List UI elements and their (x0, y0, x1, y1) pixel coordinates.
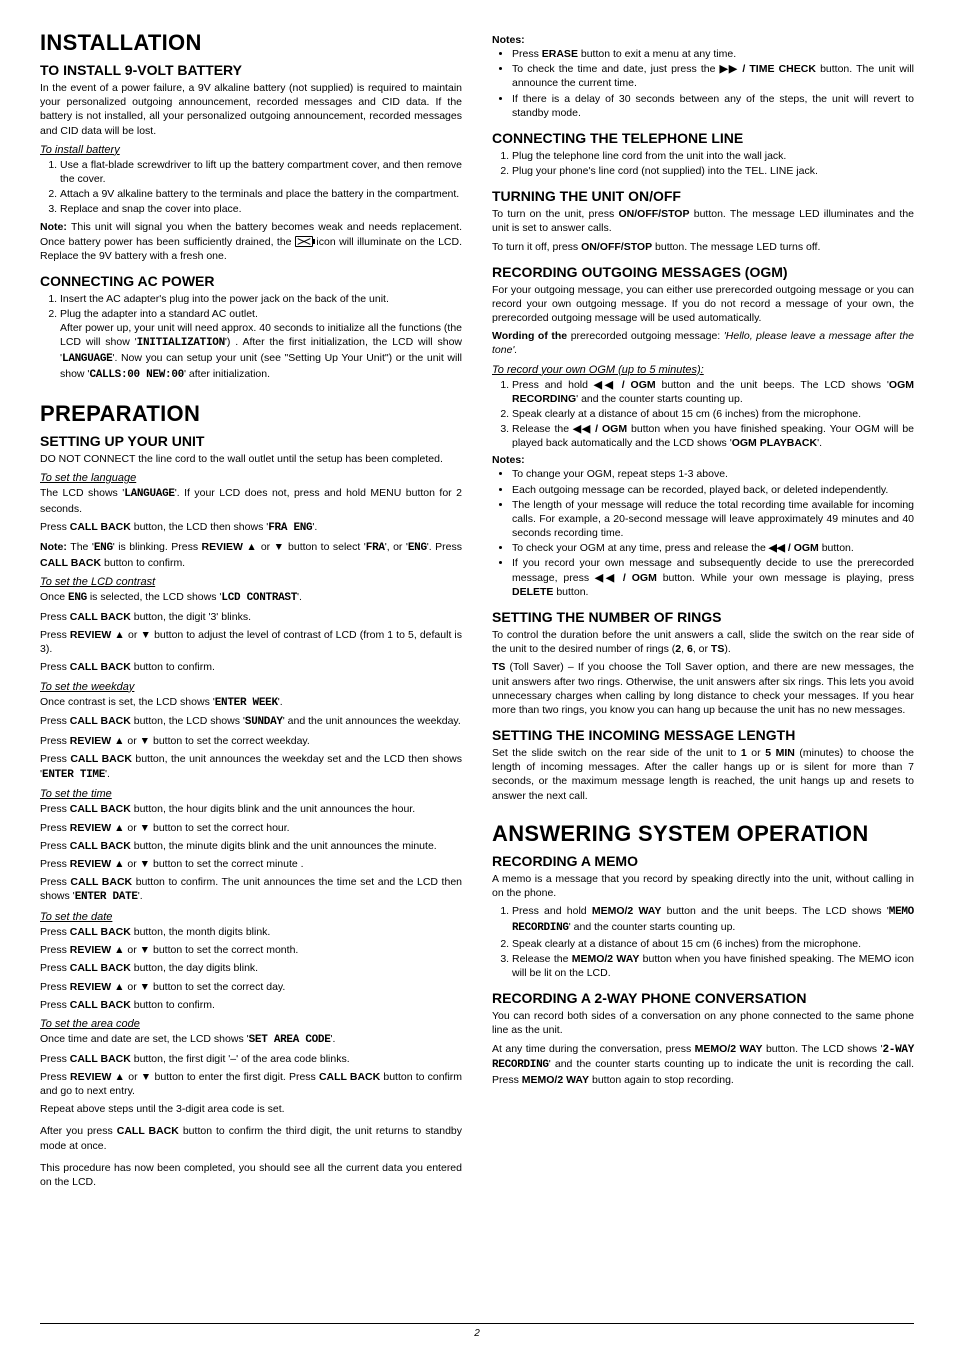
sub-area-code: To set the area code (40, 1018, 462, 1030)
sub-time: To set the time (40, 788, 462, 800)
list-item: Press and hold MEMO/2 WAY button and the… (512, 904, 914, 936)
list-item: Plug your phone's line cord (not supplie… (512, 164, 914, 178)
heading-battery: TO INSTALL 9-VOLT BATTERY (40, 62, 462, 78)
battery-steps: Use a flat-blade screwdriver to lift up … (40, 158, 462, 217)
heading-telephone-line: CONNECTING THE TELEPHONE LINE (492, 130, 914, 146)
heading-answering-system: ANSWERING SYSTEM OPERATION (492, 821, 914, 847)
list-item: Attach a 9V alkaline battery to the term… (60, 187, 462, 201)
page-footer: 2 (40, 1323, 914, 1339)
tm-p1: Press CALL BACK button, the hour digits … (40, 802, 462, 816)
heading-on-off: TURNING THE UNIT ON/OFF (492, 188, 914, 204)
ar-p6: This procedure has now been completed, y… (40, 1161, 462, 1189)
ar-p3: Press REVIEW ▲ or ▼ button to enter the … (40, 1070, 462, 1098)
lang-p1: The LCD shows 'LANGUAGE'. If your LCD do… (40, 486, 462, 516)
wk-p1: Once contrast is set, the LCD shows 'ENT… (40, 695, 462, 711)
heading-ac-power: CONNECTING AC POWER (40, 273, 462, 289)
notes-list: Press ERASE button to exit a menu at any… (492, 47, 914, 120)
2way-p2: At any time during the conversation, pre… (492, 1042, 914, 1088)
dt-p3: Press CALL BACK button, the day digits b… (40, 961, 462, 975)
list-item: Speak clearly at a distance of about 15 … (512, 407, 914, 421)
sub-weekday: To set the weekday (40, 681, 462, 693)
list-item: Insert the AC adapter's plug into the po… (60, 292, 462, 306)
dt-p4: Press REVIEW ▲ or ▼ button to set the co… (40, 980, 462, 994)
ring-p2: TS (Toll Saver) – If you choose the Toll… (492, 660, 914, 717)
onoff-p2: To turn it off, press ON/OFF/STOP button… (492, 240, 914, 254)
sub-ogm-record: To record your own OGM (up to 5 minutes)… (492, 364, 914, 376)
list-item: Press ERASE button to exit a menu at any… (512, 47, 914, 61)
ar-p5: After you press CALL BACK button to conf… (40, 1124, 462, 1152)
battery-note: Note: This unit will signal you when the… (40, 220, 462, 263)
tm-p5: Press CALL BACK button to confirm. The u… (40, 875, 462, 905)
list-item: If there is a delay of 30 seconds betwee… (512, 92, 914, 120)
list-item: To change your OGM, repeat steps 1-3 abo… (512, 467, 914, 481)
ar-p4: Repeat above steps until the 3-digit are… (40, 1102, 462, 1116)
memo-intro: A memo is a message that you record by s… (492, 872, 914, 900)
heading-rings: SETTING THE NUMBER OF RINGS (492, 609, 914, 625)
wk-p4: Press CALL BACK button, the unit announc… (40, 752, 462, 782)
ogm-p1: For your outgoing message, you can eithe… (492, 283, 914, 326)
list-item: To check your OGM at any time, press and… (512, 541, 914, 555)
wk-p3: Press REVIEW ▲ or ▼ button to set the co… (40, 734, 462, 748)
memo-steps: Press and hold MEMO/2 WAY button and the… (492, 904, 914, 980)
tel-steps: Plug the telephone line cord from the un… (492, 149, 914, 178)
sub-date: To set the date (40, 911, 462, 923)
list-item: Each outgoing message can be recorded, p… (512, 483, 914, 497)
sub-contrast: To set the LCD contrast (40, 576, 462, 588)
con-p4: Press CALL BACK button to confirm. (40, 660, 462, 674)
list-item: Release the MEMO/2 WAY button when you h… (512, 952, 914, 980)
heading-2way: RECORDING A 2-WAY PHONE CONVERSATION (492, 990, 914, 1006)
dt-p5: Press CALL BACK button to confirm. (40, 998, 462, 1012)
lang-p3: Note: The 'ENG' is blinking. Press REVIE… (40, 540, 462, 570)
con-p1: Once ENG is selected, the LCD shows 'LCD… (40, 590, 462, 606)
tm-p3: Press CALL BACK button, the minute digit… (40, 839, 462, 853)
lang-p2: Press CALL BACK button, the LCD then sho… (40, 520, 462, 536)
con-p2: Press CALL BACK button, the digit '3' bl… (40, 610, 462, 624)
onoff-p1: To turn on the unit, press ON/OFF/STOP b… (492, 207, 914, 235)
two-column-layout: INSTALLATION TO INSTALL 9-VOLT BATTERY I… (40, 30, 914, 1193)
ac-steps: Insert the AC adapter's plug into the po… (40, 292, 462, 383)
notes-heading: Notes: (492, 34, 914, 46)
heading-ogm: RECORDING OUTGOING MESSAGES (OGM) (492, 264, 914, 280)
con-p3: Press REVIEW ▲ or ▼ button to adjust the… (40, 628, 462, 656)
ogm-p2: Wording of the prerecorded outgoing mess… (492, 329, 914, 357)
setup-intro: DO NOT CONNECT the line cord to the wall… (40, 452, 462, 466)
dt-p2: Press REVIEW ▲ or ▼ button to set the co… (40, 943, 462, 957)
wk-p2: Press CALL BACK button, the LCD shows 'S… (40, 714, 462, 730)
list-item: The length of your message will reduce t… (512, 498, 914, 541)
list-item: If you record your own message and subse… (512, 556, 914, 599)
dt-p1: Press CALL BACK button, the month digits… (40, 925, 462, 939)
heading-preparation: PREPARATION (40, 401, 462, 427)
battery-intro: In the event of a power failure, a 9V al… (40, 81, 462, 138)
list-item: Plug the telephone line cord from the un… (512, 149, 914, 163)
ar-p2: Press CALL BACK button, the first digit … (40, 1052, 462, 1066)
ogm-steps: Press and hold ◀◀ / OGM button and the u… (492, 378, 914, 451)
list-item: Press and hold ◀◀ / OGM button and the u… (512, 378, 914, 406)
list-item: Use a flat-blade screwdriver to lift up … (60, 158, 462, 186)
tm-p2: Press REVIEW ▲ or ▼ button to set the co… (40, 821, 462, 835)
heading-msg-length: SETTING THE INCOMING MESSAGE LENGTH (492, 727, 914, 743)
heading-memo: RECORDING A MEMO (492, 853, 914, 869)
heading-setup: SETTING UP YOUR UNIT (40, 433, 462, 449)
2way-p1: You can record both sides of a conversat… (492, 1009, 914, 1037)
list-item: Speak clearly at a distance of about 15 … (512, 937, 914, 951)
list-item: To check the time and date, just press t… (512, 62, 914, 90)
right-column: Notes: Press ERASE button to exit a menu… (492, 30, 914, 1193)
battery-low-icon (295, 236, 313, 247)
ogm-notes-list: To change your OGM, repeat steps 1-3 abo… (492, 467, 914, 599)
list-item: Plug the adapter into a standard AC outl… (60, 307, 462, 383)
ar-p1: Once time and date are set, the LCD show… (40, 1032, 462, 1048)
page: INSTALLATION TO INSTALL 9-VOLT BATTERY I… (0, 0, 954, 1351)
ring-p1: To control the duration before the unit … (492, 628, 914, 656)
tm-p4: Press REVIEW ▲ or ▼ button to set the co… (40, 857, 462, 871)
list-item: Release the ◀◀ / OGM button when you hav… (512, 422, 914, 450)
left-column: INSTALLATION TO INSTALL 9-VOLT BATTERY I… (40, 30, 462, 1193)
list-item: Replace and snap the cover into place. (60, 202, 462, 216)
notes-heading: Notes: (492, 454, 914, 466)
heading-installation: INSTALLATION (40, 30, 462, 56)
sub-language: To set the language (40, 472, 462, 484)
sub-install-battery: To install battery (40, 144, 462, 156)
page-number: 2 (474, 1328, 480, 1339)
msglen-p: Set the slide switch on the rear side of… (492, 746, 914, 803)
